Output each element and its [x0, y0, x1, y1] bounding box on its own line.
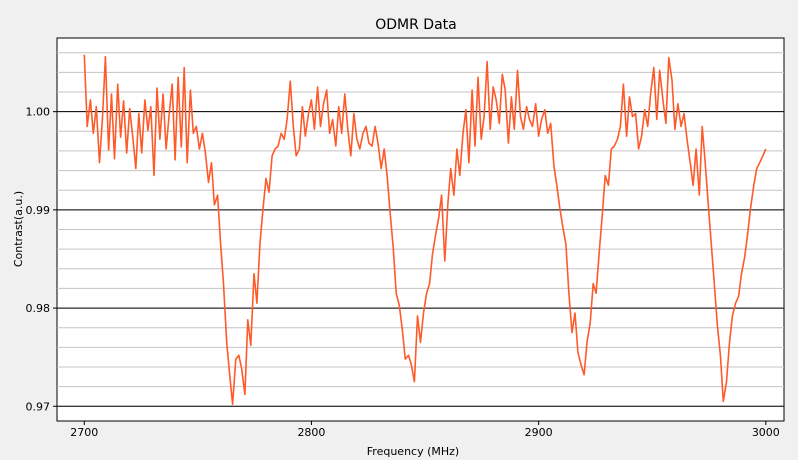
chart-title: ODMR Data: [375, 17, 456, 33]
y-axis-label: Contrast(a.u.): [12, 191, 25, 267]
y-tick-label: 0.99: [26, 204, 51, 217]
y-tick-label: 0.98: [26, 302, 51, 315]
series-layer: [83, 54, 767, 406]
series-line: [83, 54, 767, 406]
y-tick-label: 0.97: [26, 400, 51, 413]
x-tick-label: 2800: [297, 426, 325, 439]
y-tick-label: 1.00: [26, 106, 51, 119]
tick-layer: 0.97 0.98 0.99 1.00 2700 2800 2900 3000: [26, 106, 780, 439]
x-axis-label: Frequency (MHz): [367, 445, 459, 458]
major-gridlines: [57, 111, 784, 407]
x-tick-label: 2900: [525, 426, 553, 439]
x-tick-label: 2700: [70, 426, 98, 439]
x-tick-label: 3000: [752, 426, 780, 439]
